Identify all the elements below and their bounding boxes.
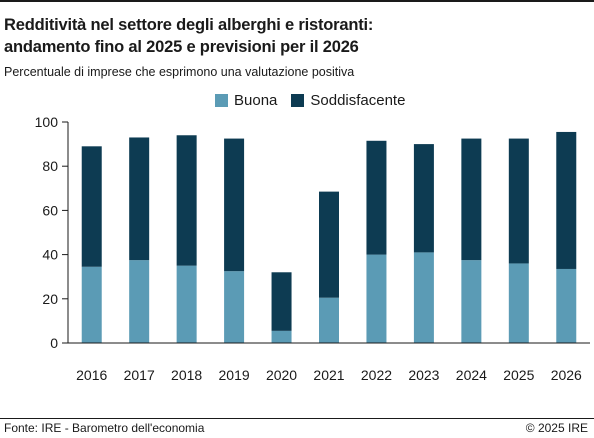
stacked-bar-chart: 0 20 40 60 80 100 2016 2017 2018 2019 2020 2021 2022… (35, 114, 590, 383)
x-tick-label: 2016 (76, 367, 107, 383)
x-tick-label: 2023 (408, 367, 439, 383)
legend-label-buona: Buona (234, 91, 278, 109)
bar-soddisfacente (271, 272, 292, 331)
bar-soddisfacente (366, 140, 387, 255)
bar-soddisfacente (224, 138, 245, 272)
y-tick-label: 20 (42, 291, 58, 307)
x-tick-label: 2019 (219, 367, 250, 383)
bar-soddisfacente (413, 144, 434, 253)
bar-buona (129, 260, 150, 343)
y-tick-label: 100 (35, 114, 59, 130)
bar-soddisfacente (176, 135, 197, 266)
bar-soddisfacente (81, 146, 102, 267)
bar-buona (271, 330, 292, 343)
bar-soddisfacente (556, 131, 577, 269)
x-tick-label: 2018 (171, 367, 202, 383)
legend-swatch-buona (215, 93, 228, 107)
footer-rule (0, 418, 594, 419)
bar-soddisfacente (129, 137, 150, 261)
y-tick-label: 60 (42, 202, 58, 218)
title-line-2: andamento fino al 2025 e previsioni per … (4, 38, 359, 56)
legend-item-buona: Buona (215, 92, 277, 109)
bar-buona (224, 271, 245, 343)
chart-title: Redditività nel settore degli alberghi e… (4, 14, 590, 58)
bar-buona (176, 265, 197, 343)
bar-buona (461, 260, 482, 343)
x-tick-label: 2021 (313, 367, 344, 383)
x-tick-label: 2026 (551, 367, 582, 383)
legend-label-soddisfacente: Soddisfacente (310, 91, 406, 109)
bar-buona (319, 297, 339, 343)
legend: Buona Soddisfacente (215, 90, 419, 110)
bar-soddisfacente (319, 191, 339, 298)
y-tick-label: 40 (42, 247, 58, 263)
legend-item-soddisfacente: Soddisfacente (291, 92, 405, 109)
copyright-note: © 2025 IRE (525, 421, 588, 435)
x-tick-label: 2017 (124, 367, 155, 383)
bar-buona (81, 266, 102, 343)
bar-buona (413, 252, 434, 343)
title-line-1: Redditività nel settore degli alberghi e… (4, 16, 374, 34)
source-note: Fonte: IRE - Barometro dell'economia (4, 421, 205, 435)
bar-buona (366, 254, 387, 343)
legend-swatch-soddisfacente (291, 93, 305, 107)
bar-soddisfacente (508, 138, 529, 264)
x-tick-label: 2025 (503, 367, 534, 383)
bar-buona (556, 268, 577, 343)
chart-subtitle: Percentuale di imprese che esprimono una… (4, 65, 355, 79)
y-tick-label: 80 (42, 158, 58, 174)
top-rule (0, 0, 594, 2)
x-tick-label: 2022 (361, 367, 392, 383)
bar-buona (508, 263, 529, 343)
x-tick-label: 2024 (456, 367, 487, 383)
y-tick-label: 0 (50, 335, 58, 351)
bar-soddisfacente (461, 138, 482, 261)
x-tick-label: 2020 (266, 367, 297, 383)
